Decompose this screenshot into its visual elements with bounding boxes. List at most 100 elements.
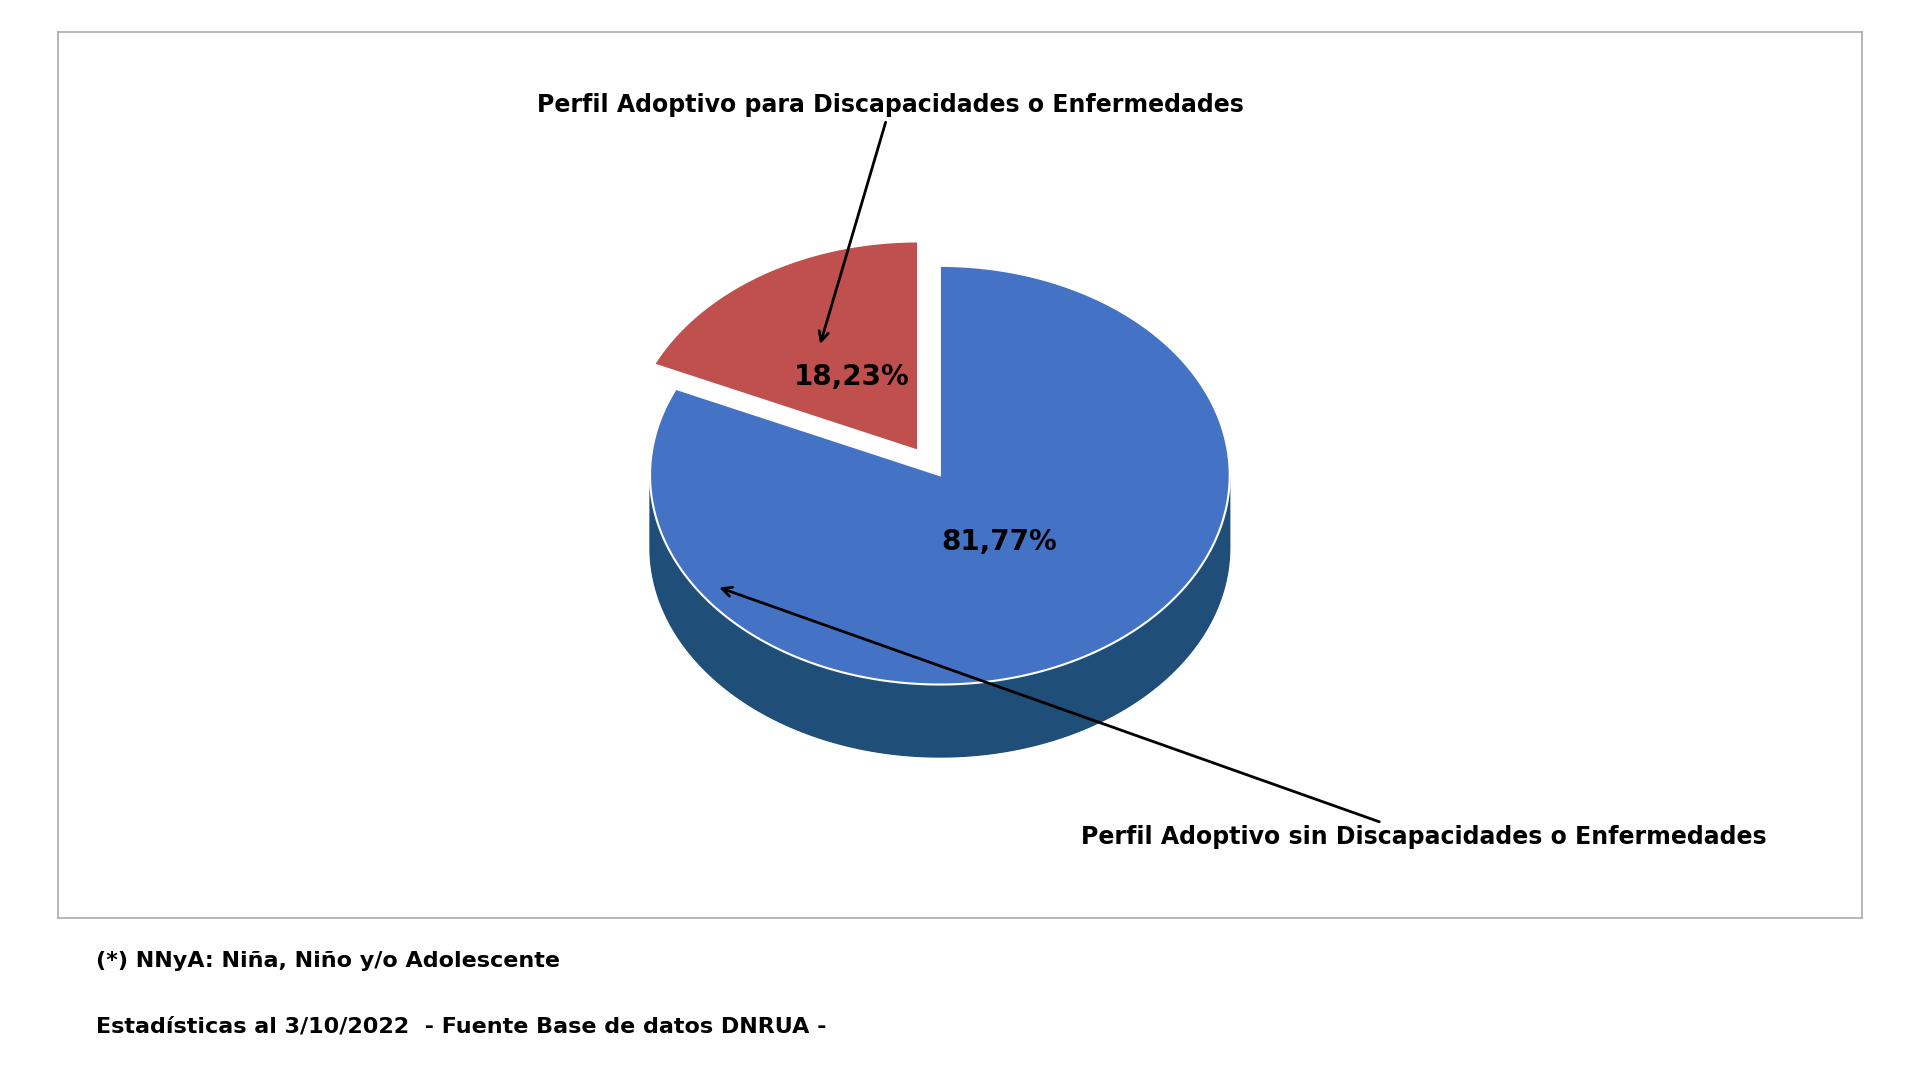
Polygon shape — [741, 627, 745, 702]
Polygon shape — [701, 594, 705, 670]
Polygon shape — [895, 681, 899, 755]
Polygon shape — [651, 266, 1229, 685]
Polygon shape — [1167, 602, 1171, 676]
Polygon shape — [1144, 620, 1148, 696]
Polygon shape — [914, 684, 920, 756]
Polygon shape — [929, 685, 933, 757]
Polygon shape — [687, 579, 691, 654]
Polygon shape — [1200, 564, 1202, 640]
Polygon shape — [970, 683, 973, 756]
Text: (*) NNyA: Niña, Niño y/o Adolescente: (*) NNyA: Niña, Niño y/o Adolescente — [96, 951, 561, 971]
Polygon shape — [710, 603, 714, 678]
Polygon shape — [684, 572, 685, 648]
Polygon shape — [685, 576, 687, 651]
Polygon shape — [1171, 598, 1175, 674]
Polygon shape — [776, 647, 780, 721]
Polygon shape — [895, 681, 899, 755]
Polygon shape — [724, 615, 726, 689]
Polygon shape — [954, 684, 958, 757]
Polygon shape — [1046, 669, 1050, 742]
Polygon shape — [726, 617, 730, 692]
Polygon shape — [1069, 661, 1073, 735]
Polygon shape — [1083, 656, 1087, 730]
Polygon shape — [904, 683, 910, 756]
Polygon shape — [954, 684, 958, 757]
Polygon shape — [945, 685, 948, 757]
Polygon shape — [705, 597, 707, 673]
Polygon shape — [885, 680, 889, 754]
Polygon shape — [751, 634, 755, 710]
Polygon shape — [973, 683, 979, 756]
Polygon shape — [993, 680, 998, 754]
Polygon shape — [1027, 674, 1033, 747]
Polygon shape — [804, 661, 810, 734]
Polygon shape — [680, 566, 682, 643]
Polygon shape — [824, 666, 828, 741]
Polygon shape — [1083, 656, 1087, 730]
Polygon shape — [672, 556, 674, 633]
Polygon shape — [1202, 561, 1204, 637]
Polygon shape — [693, 585, 697, 661]
Polygon shape — [879, 680, 885, 753]
Polygon shape — [1188, 580, 1190, 656]
Polygon shape — [933, 685, 939, 757]
Polygon shape — [1175, 595, 1177, 671]
Polygon shape — [1014, 677, 1018, 751]
Polygon shape — [1008, 678, 1014, 751]
Polygon shape — [804, 661, 810, 734]
Polygon shape — [945, 685, 948, 757]
Polygon shape — [1177, 593, 1181, 667]
Polygon shape — [707, 600, 710, 675]
Polygon shape — [714, 606, 716, 681]
Polygon shape — [791, 656, 797, 729]
Polygon shape — [797, 657, 801, 731]
Polygon shape — [797, 657, 801, 731]
Polygon shape — [1190, 577, 1192, 652]
Polygon shape — [682, 569, 684, 646]
Polygon shape — [747, 632, 751, 706]
Polygon shape — [684, 572, 685, 648]
Polygon shape — [837, 671, 841, 744]
Polygon shape — [1204, 557, 1206, 634]
Polygon shape — [672, 556, 674, 633]
Text: Perfil Adoptivo sin Discapacidades o Enfermedades: Perfil Adoptivo sin Discapacidades o Enf… — [722, 588, 1766, 850]
Polygon shape — [1185, 583, 1188, 659]
Polygon shape — [747, 632, 751, 706]
Polygon shape — [1135, 627, 1139, 703]
Polygon shape — [1060, 664, 1064, 739]
Polygon shape — [989, 680, 993, 754]
Polygon shape — [1112, 642, 1116, 716]
Polygon shape — [651, 475, 1229, 757]
Polygon shape — [655, 242, 918, 450]
Polygon shape — [768, 644, 772, 718]
Polygon shape — [1041, 670, 1046, 744]
Polygon shape — [685, 576, 687, 651]
Text: 81,77%: 81,77% — [941, 528, 1058, 556]
Polygon shape — [1192, 573, 1196, 649]
Polygon shape — [924, 685, 929, 757]
Polygon shape — [1171, 598, 1175, 674]
Polygon shape — [914, 684, 920, 756]
Polygon shape — [1183, 586, 1185, 662]
Polygon shape — [885, 680, 889, 754]
Polygon shape — [1181, 590, 1183, 665]
Polygon shape — [1098, 648, 1104, 723]
Polygon shape — [1104, 646, 1108, 720]
Polygon shape — [939, 685, 945, 757]
Polygon shape — [737, 624, 741, 700]
Polygon shape — [1077, 658, 1083, 732]
Polygon shape — [1119, 637, 1123, 712]
Polygon shape — [870, 678, 876, 752]
Polygon shape — [772, 646, 776, 720]
Polygon shape — [745, 630, 747, 704]
Polygon shape — [730, 620, 733, 694]
Polygon shape — [1112, 642, 1116, 716]
Polygon shape — [910, 684, 914, 756]
Polygon shape — [1142, 623, 1144, 698]
Polygon shape — [1073, 660, 1077, 733]
Polygon shape — [876, 679, 879, 753]
Polygon shape — [1119, 637, 1123, 712]
Polygon shape — [1091, 652, 1094, 727]
Polygon shape — [910, 684, 914, 756]
Polygon shape — [762, 642, 768, 716]
